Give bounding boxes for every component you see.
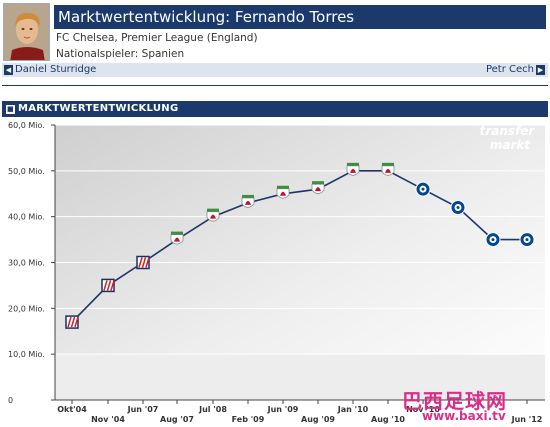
x-tick-label: Okt'04 [57, 405, 87, 414]
y-tick-label: 50,0 Mio. [8, 167, 45, 176]
atletico-crest-marker[interactable] [136, 255, 150, 270]
y-tick-labels: 0 10,0 Mio. 20,0 Mio. 30,0 Mio. 40,0 Mio. 50,… [8, 121, 55, 405]
x-tick-label: Jun '09 [267, 405, 299, 414]
section-marker-icon: ■ [6, 105, 15, 114]
divider [2, 85, 548, 86]
arrow-right-icon: ▶ [536, 65, 545, 75]
x-tick-label: Jul '08 [198, 405, 227, 414]
section-header: ■ MARKTWERTENTWICKLUNG [2, 101, 548, 117]
next-player-link[interactable]: Petr Cech ▶ [486, 63, 545, 77]
liverpool-crest-marker[interactable] [206, 208, 220, 222]
x-tick-labels: Okt'04 Jun '07 Jul '08 Jun '09 Jan '10 Nov '1… [57, 400, 542, 424]
x-tick-label: Aug '09 [301, 415, 335, 424]
plot-band [55, 354, 545, 400]
x-tick-label: Aug '07 [160, 415, 194, 424]
y-tick-label: 0 [8, 396, 13, 405]
y-tick-label: 60,0 Mio. [8, 121, 45, 130]
prev-player-link[interactable]: ◀ Daniel Sturridge [4, 63, 96, 77]
data-points [65, 162, 535, 329]
y-tick-label: 40,0 Mio. [8, 213, 45, 222]
watermark-url: www.baxi.tv [422, 409, 506, 423]
player-header: Marktwertentwicklung: Fernando Torres FC… [0, 0, 550, 78]
x-tick-label: Jan '10 [337, 405, 369, 414]
chelsea-crest-marker[interactable] [485, 232, 501, 248]
y-tick-label: 20,0 Mio. [8, 304, 45, 313]
liverpool-crest-marker[interactable] [346, 162, 360, 176]
liverpool-crest-marker[interactable] [241, 194, 255, 208]
y-tick-label: 10,0 Mio. [8, 350, 45, 359]
watermark-chinese: 巴西足球网 [402, 389, 507, 413]
atletico-crest-marker[interactable] [101, 278, 115, 293]
chelsea-crest-marker[interactable] [415, 181, 431, 197]
x-tick-label: Nov '04 [91, 415, 125, 424]
prev-player-name: Daniel Sturridge [15, 64, 97, 75]
x-tick-label: Jun '07 [127, 405, 159, 414]
x-tick-label: Aug '10 [371, 415, 405, 424]
next-player-name: Petr Cech [485, 64, 534, 75]
page-title: Marktwertentwicklung: Fernando Torres [54, 5, 546, 29]
liverpool-crest-marker[interactable] [311, 181, 325, 195]
player-nav-bar: ◀ Daniel Sturridge Petr Cech ▶ [2, 63, 548, 77]
logo-text-bottom: markt [490, 138, 532, 152]
x-tick-label: Nov '10 [406, 405, 440, 414]
player-photo [3, 3, 50, 61]
y-tick-label: 30,0 Mio. [8, 259, 45, 268]
arrow-left-icon: ◀ [4, 65, 13, 75]
nationality-line: Nationalspieler: Spanien [56, 48, 185, 60]
logo-text-top: transfer [480, 124, 536, 138]
chelsea-crest-marker[interactable] [450, 200, 466, 215]
watermark: 巴西足球网 www.baxi.tv [402, 385, 550, 427]
club-line: FC Chelsea, Premier League (England) [56, 32, 258, 44]
liverpool-crest-marker[interactable] [381, 162, 395, 176]
section-title: MARKTWERTENTWICKLUNG [18, 103, 179, 114]
transfermarkt-logo: transfer markt [480, 124, 536, 152]
liverpool-crest-marker[interactable] [170, 231, 184, 245]
x-tick-label: Feb '09 [232, 415, 265, 424]
atletico-crest-marker[interactable] [65, 315, 79, 329]
x-tick-label: Jun '12 [511, 415, 543, 424]
liverpool-crest-marker[interactable] [276, 185, 290, 199]
chelsea-crest-marker[interactable] [519, 232, 535, 248]
market-value-chart: transfer markt 0 10,0 Mio. 20,0 Mio. 30,0 M… [8, 121, 545, 424]
